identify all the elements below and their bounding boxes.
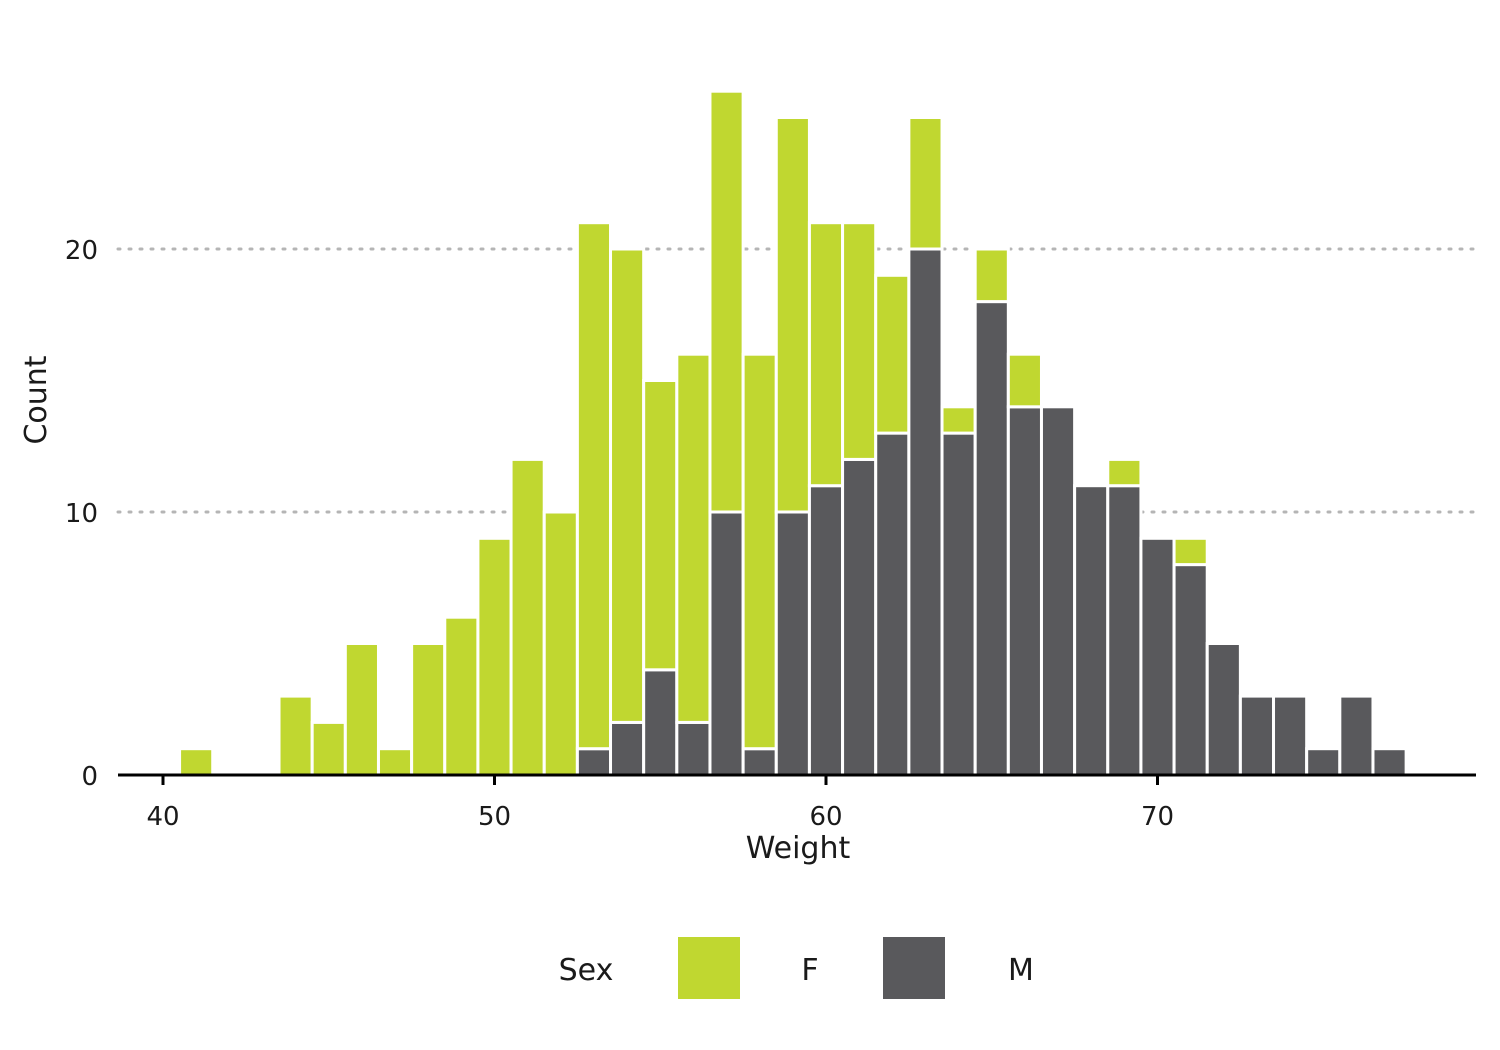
bar-f-58 bbox=[741, 352, 778, 751]
bar-f-46 bbox=[343, 642, 380, 777]
bar-m-73 bbox=[1238, 694, 1276, 777]
bar-f-53 bbox=[575, 221, 613, 751]
bar-m-54 bbox=[609, 720, 646, 777]
y-tick-label-0: 0 bbox=[81, 762, 98, 792]
bar-f-61 bbox=[841, 221, 878, 461]
bar-f-45 bbox=[310, 720, 347, 777]
y-axis-ticks: 0 10 20 bbox=[65, 236, 98, 792]
bar-f-63 bbox=[907, 116, 944, 251]
legend-label-m: M bbox=[1008, 953, 1034, 988]
bar-m-63 bbox=[907, 247, 944, 777]
bar-m-57 bbox=[708, 510, 745, 777]
bar-m-62 bbox=[874, 431, 911, 777]
legend-swatch-m bbox=[883, 937, 945, 999]
x-axis-title: Weight bbox=[746, 831, 851, 866]
legend: Sex F M bbox=[559, 937, 1034, 999]
x-axis-ticks: 40 50 60 70 bbox=[146, 775, 1174, 832]
bar-m-77 bbox=[1371, 747, 1408, 777]
y-tick-label-20: 20 bbox=[65, 236, 98, 266]
bar-f-52 bbox=[542, 510, 579, 777]
bar-f-44 bbox=[277, 694, 314, 777]
bar-f-56 bbox=[675, 352, 712, 724]
bar-f-41 bbox=[178, 747, 215, 777]
bar-m-55 bbox=[642, 668, 679, 777]
bar-f-49 bbox=[443, 615, 480, 777]
bar-m-67 bbox=[1039, 405, 1077, 777]
bar-m-68 bbox=[1073, 484, 1110, 777]
bar-f-64 bbox=[940, 405, 977, 435]
grid-lines bbox=[116, 247, 1478, 514]
y-axis-title: Count bbox=[19, 355, 54, 444]
bar-f-48 bbox=[410, 642, 447, 777]
bar-f-65 bbox=[973, 247, 1010, 304]
bar-f-50 bbox=[476, 536, 513, 777]
bar-f-55 bbox=[642, 379, 679, 672]
bar-m-66 bbox=[1006, 405, 1043, 777]
bar-m-64 bbox=[940, 431, 977, 777]
bar-f-66 bbox=[1006, 352, 1043, 409]
legend-swatch-f bbox=[678, 937, 740, 999]
legend-label-f: F bbox=[801, 953, 818, 988]
x-tick-label-40: 40 bbox=[146, 802, 179, 832]
bar-m-59 bbox=[774, 510, 811, 777]
bar-m-58 bbox=[741, 747, 778, 777]
bar-f-62 bbox=[874, 273, 911, 435]
bar-m-72 bbox=[1205, 642, 1242, 777]
bar-f-71 bbox=[1172, 536, 1209, 567]
bar-f-47 bbox=[376, 747, 414, 777]
x-tick-label-60: 60 bbox=[809, 802, 842, 832]
bar-m-70 bbox=[1139, 536, 1176, 777]
bar-m-69 bbox=[1106, 484, 1143, 777]
x-tick-label-70: 70 bbox=[1141, 802, 1174, 832]
bar-f-69 bbox=[1106, 457, 1143, 488]
bar-m-71 bbox=[1172, 563, 1209, 777]
bar-f-59 bbox=[774, 116, 811, 514]
y-tick-label-10: 10 bbox=[65, 499, 98, 529]
bars bbox=[178, 89, 1408, 777]
bar-m-74 bbox=[1272, 694, 1309, 777]
bar-m-60 bbox=[807, 484, 845, 777]
bar-m-76 bbox=[1338, 694, 1375, 777]
bar-f-60 bbox=[807, 221, 845, 488]
bar-m-53 bbox=[575, 747, 613, 777]
bar-m-56 bbox=[675, 720, 712, 777]
bar-m-75 bbox=[1305, 747, 1342, 777]
bar-m-65 bbox=[973, 300, 1010, 777]
bar-f-51 bbox=[509, 457, 546, 777]
bar-f-54 bbox=[609, 247, 646, 724]
bar-f-57 bbox=[708, 89, 745, 514]
x-tick-label-50: 50 bbox=[478, 802, 511, 832]
bar-m-61 bbox=[841, 457, 878, 777]
legend-title: Sex bbox=[559, 953, 614, 988]
